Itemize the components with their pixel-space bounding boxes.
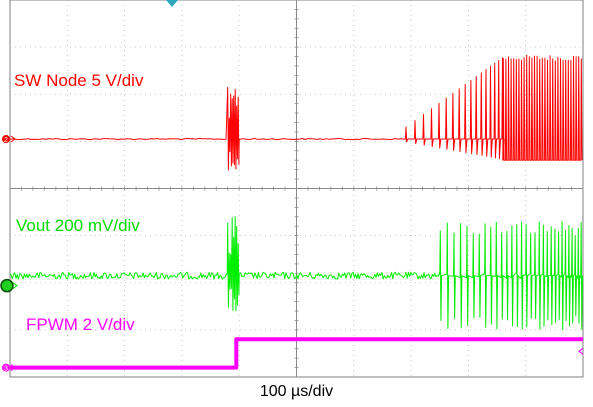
channel-marker-3 [2,363,10,372]
channel-markers: 23 [0,135,584,373]
vout-label: Vout 200 mV/div [16,216,140,235]
channel-marker-arrow [10,135,16,143]
trace-3 [10,337,583,370]
channel-marker-arrow [12,282,18,290]
trace-layer [9,54,583,370]
channel-marker-number: 3 [4,366,8,373]
trace-1 [9,54,583,171]
channel-marker-number: 2 [4,137,8,144]
channel-marker-1 [2,135,10,144]
trace-2 [9,216,583,331]
sw-node-label: SW Node 5 V/div [14,71,144,90]
trigger-position-marker [166,0,178,7]
graticule-grid [9,0,584,378]
channel-marker-arrow [10,364,16,371]
fpwm-level-arrow [578,347,584,355]
timebase-label: 100 µs/div [259,383,334,400]
fpwm-label: FPWM 2 V/div [26,315,135,334]
channel-marker-2 [0,278,14,293]
